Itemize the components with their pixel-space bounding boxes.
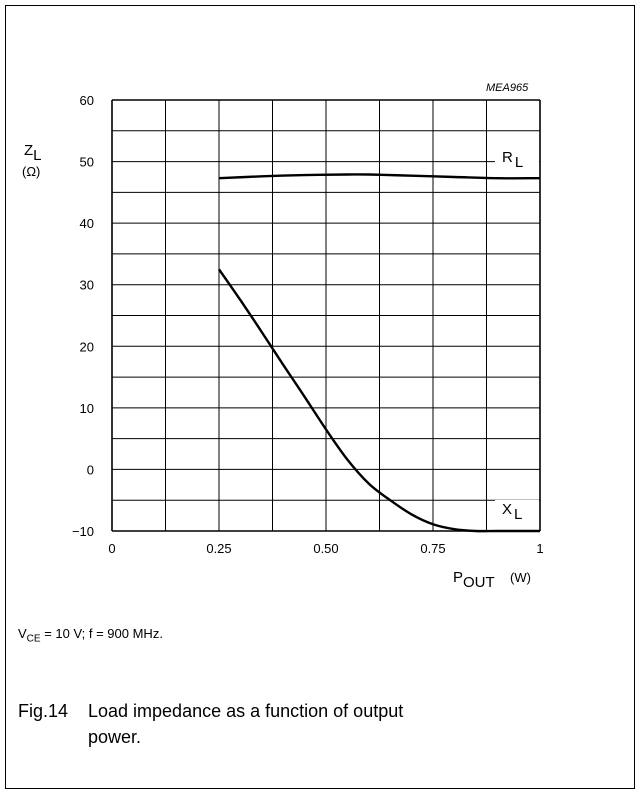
series-rl-line (218, 173, 541, 180)
chart-code: MEA965 (486, 82, 529, 94)
test-conditions: VCE = 10 V; f = 900 MHz. (18, 626, 163, 645)
x-tick-label: 0 (108, 541, 115, 556)
y-tick-label: 0 (87, 462, 94, 477)
y-axis-unit: (Ω) (22, 164, 40, 179)
series-xl-line (218, 268, 540, 533)
x-axis-unit: (W) (510, 570, 531, 585)
figure-number: Fig.14 (18, 701, 69, 721)
figure-caption-line1: Load impedance as a function of output (88, 701, 404, 721)
svg-text:XL: XL (502, 501, 522, 523)
y-tick-label: −10 (72, 524, 94, 539)
y-tick-label: 10 (80, 401, 94, 416)
y-tick-label: 50 (80, 155, 94, 170)
chart-tick-labels: 0 0.25 0.50 0.75 1 −10 0 10 20 30 40 50 60 (72, 93, 544, 556)
x-tick-label: 0.75 (420, 541, 445, 556)
chart-grid (111, 99, 541, 532)
y-tick-label: 60 (80, 93, 94, 108)
figure-frame (5, 5, 635, 789)
x-tick-label: 1 (536, 541, 543, 556)
chart-curves (218, 173, 541, 533)
x-tick-label: 0.25 (206, 541, 231, 556)
y-axis-title: ZL (24, 142, 42, 164)
impedance-chart: 0 0.25 0.50 0.75 1 −10 0 10 20 30 40 50 60 MEA965 ZL… (22, 82, 544, 591)
figure-caption: Fig.14 Load impedance as a function of ou… (18, 698, 538, 750)
x-tick-label: 0.50 (313, 541, 338, 556)
figure-caption-line2: power. (88, 727, 142, 747)
y-tick-label: 30 (80, 278, 94, 293)
y-tick-label: 40 (80, 216, 94, 231)
svg-text:RL: RL (502, 149, 523, 171)
y-tick-label: 20 (80, 339, 94, 354)
x-axis-title: POUT (453, 569, 495, 591)
